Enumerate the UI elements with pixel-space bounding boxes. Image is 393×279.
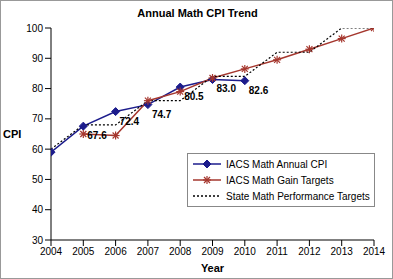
svg-text:67.6: 67.6 <box>87 130 107 141</box>
svg-text:83.0: 83.0 <box>217 83 237 94</box>
svg-text:40: 40 <box>32 204 44 215</box>
html-text:Annual Math CPI Trend: Annual Math CPI Trend <box>137 7 258 19</box>
svg-text:90: 90 <box>32 53 44 64</box>
svg-text:2010: 2010 <box>234 246 257 257</box>
svg-text:80: 80 <box>32 83 44 94</box>
svg-text:74.7: 74.7 <box>152 109 172 120</box>
svg-text:Year: Year <box>201 262 225 274</box>
svg-text:30: 30 <box>32 235 44 246</box>
svg-text:2004: 2004 <box>40 246 63 257</box>
svg-text:CPI: CPI <box>8 128 21 140</box>
svg-text:2014: 2014 <box>363 246 385 257</box>
svg-text:82.6: 82.6 <box>249 85 269 96</box>
svg-text:2006: 2006 <box>104 246 127 257</box>
svg-text:100: 100 <box>26 23 43 34</box>
svg-text:2013: 2013 <box>331 246 354 257</box>
svg-text:2005: 2005 <box>72 246 95 257</box>
html-text:IACS Math Annual CPI: IACS Math Annual CPI <box>226 158 328 170</box>
svg-text:72.4: 72.4 <box>120 116 140 127</box>
svg-text:80.5: 80.5 <box>184 91 204 102</box>
svg-text:2011: 2011 <box>266 246 288 257</box>
svg-text:2012: 2012 <box>298 246 321 257</box>
svg-text:2008: 2008 <box>169 246 192 257</box>
svg-text:50: 50 <box>32 174 44 185</box>
svg-text:2007: 2007 <box>137 246 160 257</box>
svg-text:2009: 2009 <box>201 246 224 257</box>
html-text:State Math Performance Targets: State Math Performance Targets <box>226 190 370 202</box>
svg-text:60: 60 <box>32 144 44 155</box>
svg-text:70: 70 <box>32 113 44 124</box>
html-text:IACS Math Gain Targets: IACS Math Gain Targets <box>226 174 334 186</box>
